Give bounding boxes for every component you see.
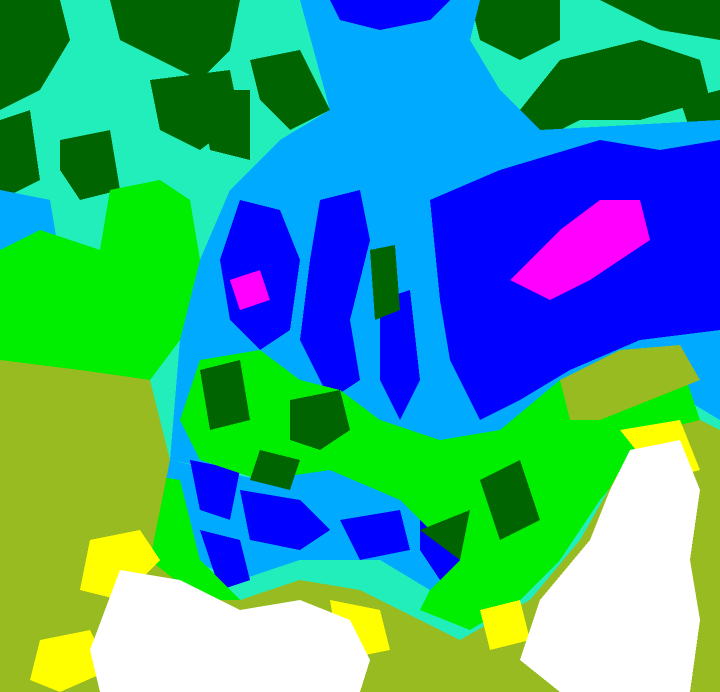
dark-green-patches-mid [200,245,540,560]
white-regions [90,440,700,692]
yellow-speckles [30,420,700,692]
